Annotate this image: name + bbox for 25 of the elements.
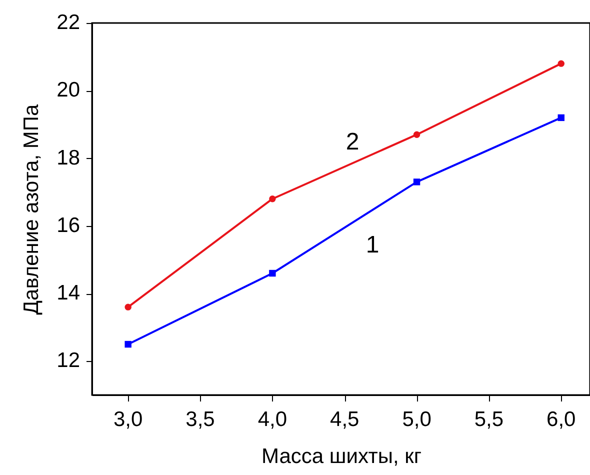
point: [124, 340, 132, 348]
y-tick-label: 12: [56, 349, 80, 372]
series-label: 2: [346, 128, 360, 156]
y-tick-label: 14: [56, 282, 80, 305]
y-tick-label: 18: [56, 146, 80, 170]
x-tick-label: 5,0: [402, 408, 432, 431]
x-tick-label: 3,0: [113, 408, 143, 431]
y-tick-label: 16: [56, 214, 80, 237]
x-tick-label: 5,5: [474, 408, 504, 431]
x-tick-label: 3,5: [186, 408, 215, 431]
point: [413, 178, 420, 186]
x-tick-label: 4,0: [258, 408, 288, 431]
point: [558, 114, 564, 122]
point: [558, 60, 564, 67]
x-tick-label: 6,0: [546, 408, 576, 431]
point: [413, 131, 420, 138]
point: [124, 304, 132, 310]
y-tick-label: 22: [56, 11, 80, 34]
point: [269, 270, 276, 277]
x-axis-title: Масса шихты, кг: [262, 445, 422, 468]
y-axis-title: Давление азота, МПа: [20, 104, 43, 315]
point: [269, 196, 276, 202]
y-tick-label: 20: [56, 78, 80, 102]
x-tick-label: 4,5: [330, 408, 360, 431]
series-label: 1: [366, 232, 380, 259]
